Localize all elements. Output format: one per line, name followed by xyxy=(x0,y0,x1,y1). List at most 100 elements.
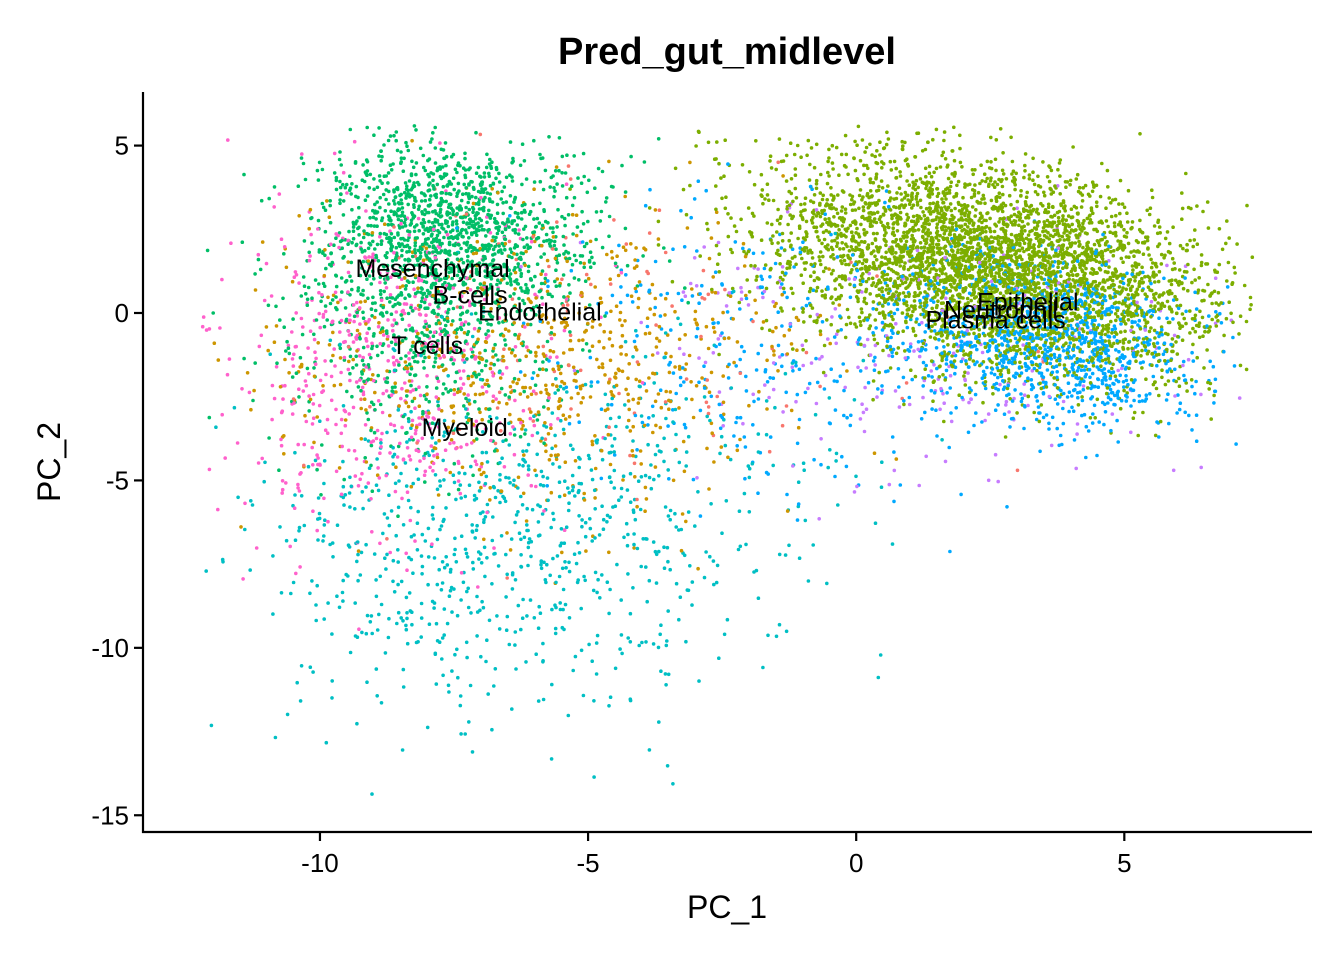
scatter-point xyxy=(550,446,554,451)
scatter-point xyxy=(857,193,862,198)
scatter-point xyxy=(1172,333,1177,338)
scatter-point xyxy=(346,260,351,264)
scatter-point xyxy=(364,408,368,412)
scatter-point xyxy=(1238,314,1243,319)
scatter-point xyxy=(410,418,415,423)
scatter-point xyxy=(928,270,932,274)
scatter-point xyxy=(378,292,383,297)
scatter-point xyxy=(480,450,485,455)
scatter-point xyxy=(275,361,279,366)
scatter-point xyxy=(948,373,953,378)
scatter-point xyxy=(356,578,360,583)
scatter-point xyxy=(1141,337,1146,341)
scatter-point xyxy=(409,383,413,388)
scatter-point xyxy=(653,208,658,212)
scatter-point xyxy=(880,384,884,388)
scatter-point xyxy=(388,550,393,555)
scatter-point xyxy=(1186,288,1190,293)
scatter-point xyxy=(742,435,747,439)
scatter-point xyxy=(1225,219,1229,223)
scatter-point xyxy=(850,268,854,272)
scatter-point xyxy=(558,543,563,548)
scatter-point xyxy=(324,266,328,271)
scatter-point xyxy=(861,205,866,209)
scatter-point xyxy=(1181,286,1186,291)
scatter-point xyxy=(358,322,362,326)
scatter-point xyxy=(785,352,790,356)
scatter-point xyxy=(470,180,474,184)
scatter-point xyxy=(989,371,994,375)
scatter-point xyxy=(338,330,342,334)
scatter-point xyxy=(280,479,285,483)
scatter-point xyxy=(792,265,796,269)
scatter-point xyxy=(801,236,806,240)
scatter-point xyxy=(257,344,262,349)
scatter-point xyxy=(334,236,338,240)
scatter-point xyxy=(473,217,478,221)
scatter-point xyxy=(895,229,900,233)
scatter-point xyxy=(1076,403,1081,407)
scatter-point xyxy=(950,225,955,229)
scatter-point xyxy=(314,603,318,607)
scatter-point xyxy=(653,452,658,457)
scatter-point xyxy=(880,460,884,465)
scatter-point xyxy=(678,383,683,388)
scatter-point xyxy=(425,327,430,332)
scatter-point xyxy=(567,490,572,495)
scatter-point xyxy=(391,558,396,563)
scatter-point xyxy=(349,260,354,265)
scatter-point xyxy=(277,192,282,196)
scatter-point xyxy=(624,353,628,357)
scatter-point xyxy=(338,356,343,360)
scatter-point xyxy=(1007,193,1012,198)
scatter-point xyxy=(361,345,366,350)
scatter-point xyxy=(405,370,410,374)
scatter-point xyxy=(1130,325,1134,329)
scatter-point xyxy=(442,156,446,161)
scatter-point xyxy=(679,208,683,213)
scatter-point xyxy=(919,246,924,250)
scatter-point xyxy=(1225,285,1230,289)
scatter-point xyxy=(1123,367,1128,371)
scatter-point xyxy=(526,269,531,274)
scatter-point xyxy=(891,226,895,230)
scatter-point xyxy=(310,579,314,583)
scatter-point xyxy=(476,585,480,589)
scatter-point xyxy=(482,297,487,302)
scatter-point xyxy=(499,534,504,538)
scatter-point xyxy=(571,485,575,489)
scatter-point xyxy=(923,166,928,171)
scatter-point xyxy=(422,165,426,170)
scatter-point xyxy=(625,293,630,298)
scatter-point xyxy=(482,545,487,550)
scatter-point xyxy=(1122,205,1127,210)
scatter-point xyxy=(555,220,559,224)
scatter-point xyxy=(928,201,932,206)
scatter-point xyxy=(711,559,716,563)
scatter-point xyxy=(464,339,468,344)
scatter-point xyxy=(463,175,468,180)
scatter-point xyxy=(404,400,409,405)
scatter-point xyxy=(375,185,380,190)
scatter-point xyxy=(973,183,977,187)
scatter-point xyxy=(378,179,382,183)
scatter-point xyxy=(695,249,699,253)
scatter-point xyxy=(293,538,298,542)
scatter-point xyxy=(975,308,980,313)
scatter-point xyxy=(373,315,377,320)
scatter-point xyxy=(422,325,427,329)
scatter-point xyxy=(808,274,813,279)
scatter-point xyxy=(292,506,297,511)
scatter-point xyxy=(508,214,512,218)
scatter-point xyxy=(353,474,358,478)
scatter-point xyxy=(1144,393,1149,398)
scatter-point xyxy=(477,489,482,493)
scatter-point xyxy=(793,167,798,171)
scatter-point xyxy=(764,432,769,437)
scatter-point xyxy=(717,352,721,357)
scatter-point xyxy=(394,310,399,314)
scatter-point xyxy=(784,404,789,408)
scatter-point xyxy=(508,384,513,389)
scatter-point xyxy=(732,434,736,438)
scatter-point xyxy=(403,381,407,385)
